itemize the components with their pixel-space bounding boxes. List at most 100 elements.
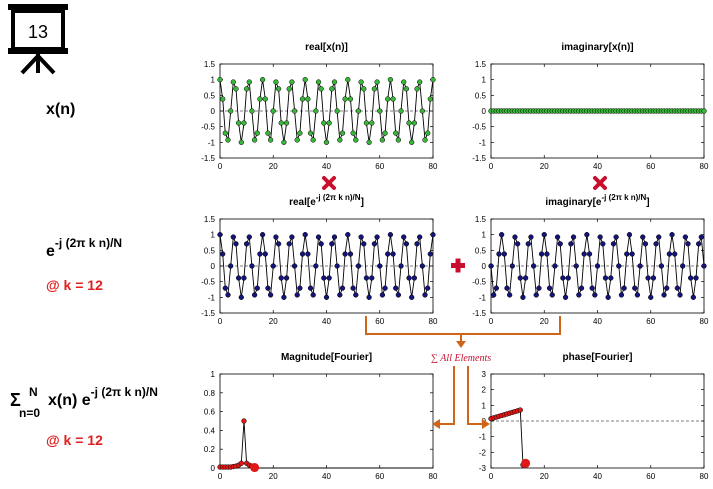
data-point bbox=[278, 120, 284, 126]
data-point bbox=[361, 86, 367, 92]
data-point bbox=[512, 234, 518, 240]
data-point bbox=[565, 275, 571, 281]
x-tick-label: 20 bbox=[269, 472, 278, 481]
y-tick-label: 0.8 bbox=[204, 389, 216, 398]
x-tick-label: 20 bbox=[540, 162, 549, 171]
data-point bbox=[334, 263, 340, 269]
x-tick-label: 80 bbox=[429, 162, 438, 171]
data-point bbox=[554, 234, 561, 240]
x-tick-label: 0 bbox=[489, 472, 494, 481]
data-point bbox=[422, 137, 428, 143]
row2-k-note: @ k = 12 bbox=[46, 277, 103, 293]
data-point bbox=[406, 120, 412, 126]
data-point bbox=[690, 294, 696, 300]
data-point bbox=[552, 263, 558, 269]
chart-title-exp: -j (2π k n)/N bbox=[602, 193, 647, 202]
y-tick-label: 0 bbox=[211, 464, 216, 473]
data-point bbox=[233, 86, 239, 92]
data-point bbox=[241, 418, 247, 424]
y-tick-label: 1.5 bbox=[204, 60, 216, 69]
data-point bbox=[281, 294, 287, 300]
row3-k-note: @ k = 12 bbox=[46, 432, 103, 448]
data-point bbox=[672, 251, 678, 257]
data-point bbox=[504, 285, 510, 291]
y-tick-label: 1 bbox=[482, 76, 487, 85]
data-point bbox=[517, 275, 523, 281]
data-point bbox=[581, 251, 587, 257]
chart-imag_x: imaginary[x(n)]1.510.50-0.5-1-1.50 20 40 60… bbox=[472, 42, 709, 171]
data-point bbox=[390, 96, 396, 102]
plot-frame bbox=[219, 373, 434, 469]
data-point bbox=[650, 275, 657, 281]
data-point bbox=[406, 275, 412, 281]
data-point bbox=[337, 292, 343, 298]
data-point bbox=[613, 234, 619, 240]
row1-label: x(n) bbox=[46, 101, 76, 118]
data-point bbox=[251, 137, 258, 143]
y-tick-label: 0.6 bbox=[204, 408, 216, 417]
data-point bbox=[331, 79, 338, 85]
data-point bbox=[393, 285, 399, 291]
data-point bbox=[409, 139, 415, 145]
data-point bbox=[387, 77, 394, 83]
data-point bbox=[562, 294, 569, 300]
data-point bbox=[262, 96, 268, 102]
data-point bbox=[602, 275, 609, 281]
data-point bbox=[538, 251, 545, 257]
data-point bbox=[501, 251, 507, 257]
data-point bbox=[361, 241, 367, 247]
data-point bbox=[369, 120, 375, 126]
data-point bbox=[228, 263, 234, 269]
data-point bbox=[283, 120, 290, 126]
data-point bbox=[307, 285, 314, 291]
data-point bbox=[382, 130, 388, 136]
data-point bbox=[533, 292, 539, 298]
data-point bbox=[310, 292, 316, 298]
data-point bbox=[217, 77, 223, 83]
data-point bbox=[251, 292, 258, 298]
data-point bbox=[621, 285, 627, 291]
data-point bbox=[235, 275, 242, 281]
x-tick-label: 0 bbox=[489, 317, 494, 326]
data-point bbox=[355, 263, 362, 269]
x-tick-label: 80 bbox=[700, 472, 709, 481]
data-point bbox=[557, 241, 563, 247]
data-point bbox=[637, 263, 643, 269]
right-arrow-path bbox=[467, 366, 484, 425]
data-point bbox=[329, 241, 335, 247]
row3-sum-upper: N bbox=[29, 385, 38, 399]
data-point bbox=[297, 285, 303, 291]
data-point bbox=[541, 232, 547, 238]
data-point bbox=[374, 234, 380, 240]
y-tick-label: -1.5 bbox=[201, 309, 215, 318]
data-point bbox=[664, 285, 670, 291]
data-point bbox=[228, 108, 234, 114]
data-point bbox=[302, 232, 308, 238]
easel-leg-right bbox=[36, 54, 56, 75]
row3-sigma: Σ bbox=[10, 390, 21, 410]
data-point bbox=[549, 292, 555, 298]
plus-bar-v bbox=[455, 258, 461, 273]
data-point bbox=[401, 234, 407, 240]
data-point bbox=[701, 108, 707, 114]
data-point bbox=[385, 96, 391, 102]
y-tick-label: 0 bbox=[482, 107, 487, 116]
data-point bbox=[491, 292, 497, 298]
data-point bbox=[299, 251, 306, 257]
data-point bbox=[371, 241, 378, 247]
data-point bbox=[419, 263, 426, 269]
data-point bbox=[350, 285, 356, 291]
data-point bbox=[371, 86, 378, 92]
data-point bbox=[267, 137, 274, 143]
y-tick-label: -0.5 bbox=[472, 123, 486, 132]
data-point bbox=[578, 285, 585, 291]
data-point bbox=[369, 275, 375, 281]
data-point bbox=[629, 251, 635, 257]
slide-number-icon: 13 bbox=[8, 4, 68, 75]
data-point bbox=[286, 86, 292, 92]
data-point bbox=[291, 108, 298, 114]
data-point bbox=[275, 241, 282, 247]
data-point bbox=[693, 275, 699, 281]
data-point bbox=[403, 241, 410, 247]
